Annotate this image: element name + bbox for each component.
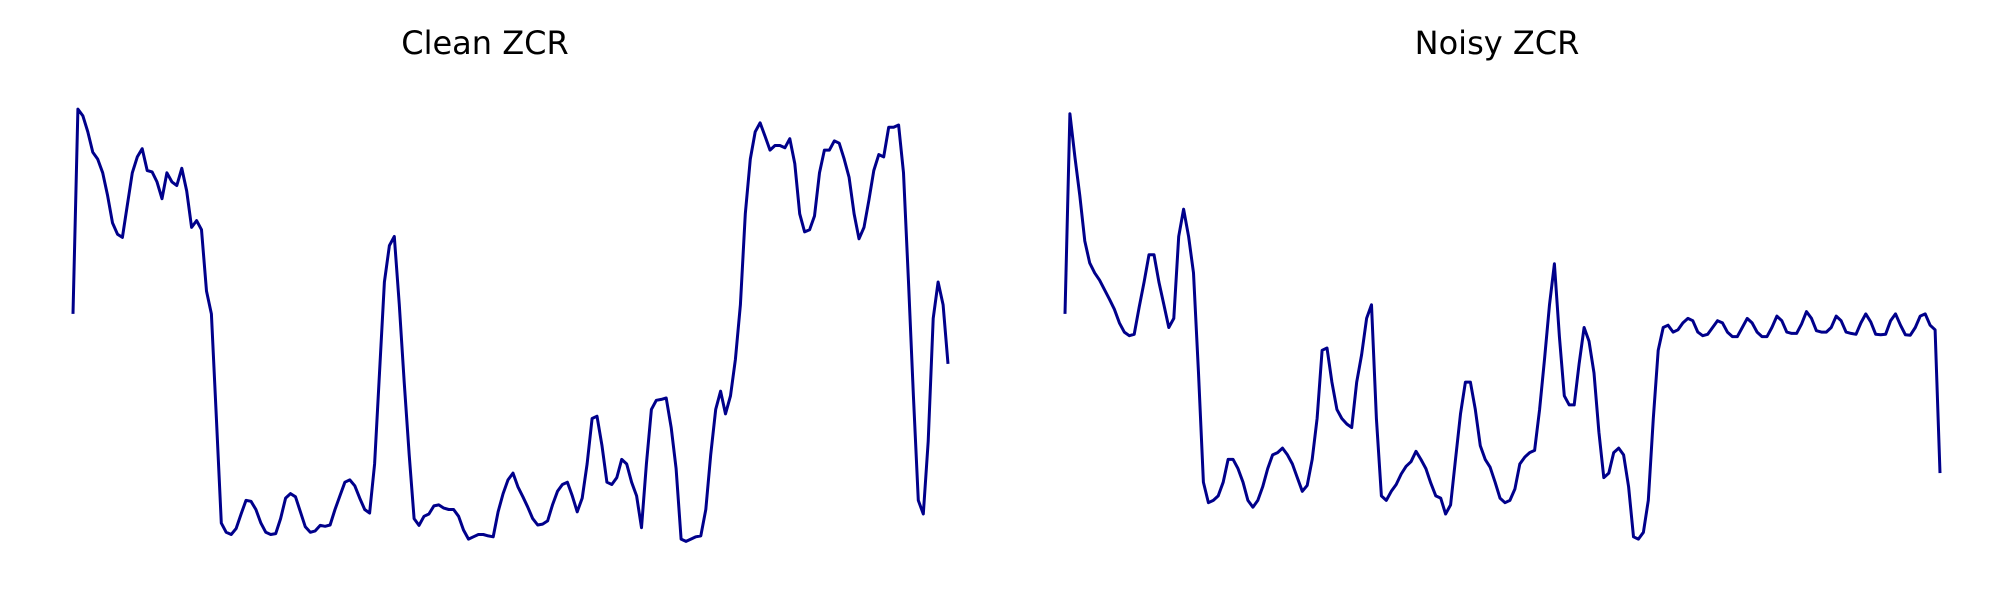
chart-panel-noisy: Noisy ZCR — [1000, 0, 2000, 600]
series-line — [1063, 112, 1942, 541]
chart-title: Noisy ZCR — [1414, 24, 1580, 62]
chart-plot-area — [71, 107, 950, 543]
chart-panel-clean: Clean ZCR — [71, 24, 950, 543]
chart-title: Clean ZCR — [401, 24, 569, 62]
series-line — [71, 107, 950, 543]
chart-plot-area — [1063, 112, 1942, 541]
